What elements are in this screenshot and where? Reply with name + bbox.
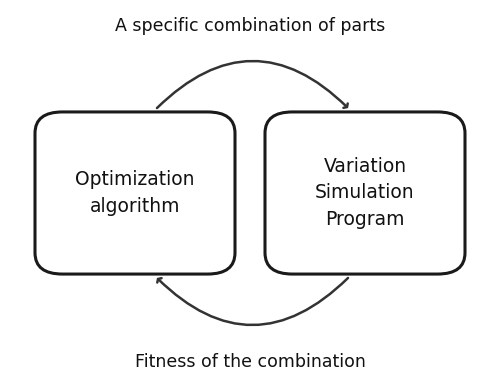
FancyBboxPatch shape: [35, 112, 235, 274]
Text: Fitness of the combination: Fitness of the combination: [134, 353, 366, 371]
Text: Optimization
algorithm: Optimization algorithm: [75, 170, 195, 216]
Text: Variation
Simulation
Program: Variation Simulation Program: [315, 157, 415, 229]
Text: A specific combination of parts: A specific combination of parts: [115, 17, 385, 36]
FancyBboxPatch shape: [265, 112, 465, 274]
